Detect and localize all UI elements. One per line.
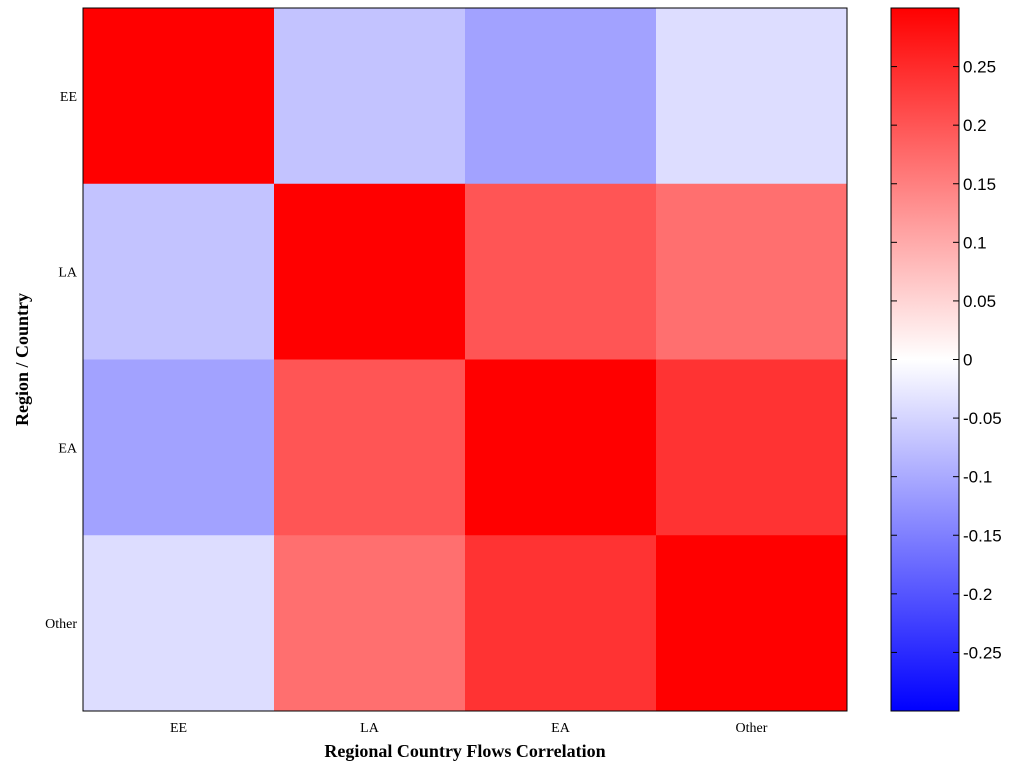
heatmap-cell [83, 183, 275, 360]
heatmap-cell [656, 535, 848, 712]
colorbar-tick-label: 0.25 [963, 58, 996, 77]
colorbar-tick-label: -0.15 [963, 526, 1002, 545]
y-tick-label: LA [58, 266, 78, 281]
colorbar-tick-label: 0.2 [963, 116, 987, 135]
y-tick-label: EE [60, 90, 77, 105]
heatmap-cell [465, 535, 657, 712]
colorbar-tick-label: 0.1 [963, 233, 987, 252]
colorbar-tick-label: -0.25 [963, 643, 1002, 662]
x-tick-label: EA [551, 721, 571, 736]
colorbar-tick-label: 0.15 [963, 175, 996, 194]
heatmap-cell [465, 183, 657, 360]
x-tick-label: LA [360, 721, 380, 736]
heatmap-cell [274, 183, 466, 360]
colorbar-tick-label: 0.05 [963, 292, 996, 311]
colorbar-ticks: 0.25 0.2 0.15 0.1 0.05 0 -0.05 -0.1 -0.15 -0.2 -0.… [891, 58, 1002, 662]
heatmap-cell [656, 8, 848, 185]
x-axis-ticks: EE LA EA Other [170, 721, 768, 736]
heatmap-cell [83, 8, 275, 185]
heatmap-cell [656, 183, 848, 360]
heatmap-cell [83, 535, 275, 712]
heatmap-cell [274, 359, 466, 536]
colorbar-tick-label: -0.2 [963, 585, 992, 604]
heatmap-cell [274, 535, 466, 712]
colorbar-tick-label: -0.05 [963, 409, 1002, 428]
x-axis-title: Regional Country Flows Correlation [324, 741, 605, 761]
x-tick-label: EE [170, 721, 187, 736]
y-axis-ticks: EE LA EA Other [45, 90, 78, 632]
heatmap-cell [465, 359, 657, 536]
y-axis-title: Region / Country [12, 293, 32, 426]
x-tick-label: Other [736, 721, 768, 736]
heatmap-cell [465, 8, 657, 185]
colorbar-tick-label: 0 [963, 351, 972, 370]
plot-frame [82, 7, 848, 712]
colorbar [890, 7, 960, 712]
heatmap-cell [656, 359, 848, 536]
heatmap-cell [83, 359, 275, 536]
y-tick-label: Other [45, 617, 77, 632]
colorbar-tick-label: -0.1 [963, 468, 992, 487]
heatmap-cells [83, 8, 848, 712]
heatmap-cell [274, 8, 466, 185]
y-tick-label: EA [58, 441, 78, 456]
